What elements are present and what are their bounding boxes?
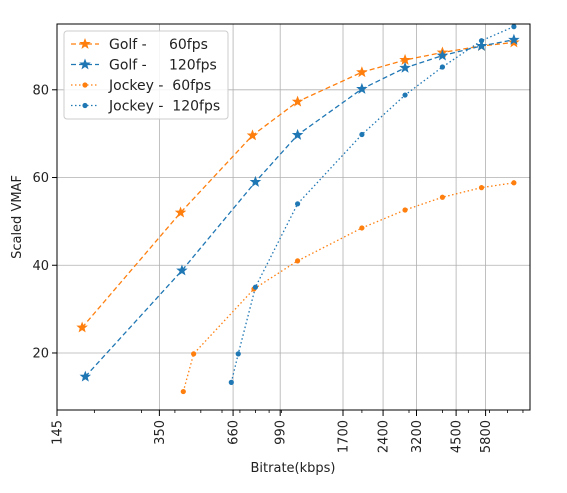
data-point [294,201,301,207]
x-tick-label: 1700 [337,420,352,453]
x-axis-title: Bitrate(kbps) [251,461,336,476]
data-point [291,128,304,140]
data-point [436,49,449,61]
data-point [356,66,368,78]
axes: 145 350 660 990 1700 2400 3200 4500 5800 20 40 60 80 [32,83,524,453]
legend-marker [82,82,88,88]
data-point [511,180,517,186]
series-line [182,182,514,392]
data-point [174,206,187,218]
data-point [294,258,301,264]
data-point [252,284,259,290]
data-point [399,61,411,73]
legend-marker [82,102,88,109]
grid [56,24,530,410]
legend-entry: Jockey - 120fps [71,99,220,115]
data-point [246,129,259,141]
data-point [356,82,368,94]
series-line [81,41,514,328]
x-tick-label: 350 [153,420,168,445]
legend-marker [79,37,91,49]
legend-entry: Golf - 60fps [71,37,208,53]
data-point [402,207,408,213]
y-axis-title: Scaled VMAF [10,175,25,259]
legend-label: Golf - 60fps [109,37,208,53]
x-tick-label: 145 [51,420,66,445]
series-group [76,24,520,395]
legend: Golf - 60fps Golf - 120fps Jockey - 60fps J… [63,30,229,120]
data-point [76,321,88,333]
data-point [249,175,262,187]
x-tick-label: 660 [227,420,242,445]
x-tick-label: 990 [274,420,289,445]
data-point [176,264,188,276]
x-tick-label: 2400 [377,420,392,453]
data-point [359,131,365,138]
data-point [402,92,408,98]
y-tick-label: 60 [32,171,49,186]
legend-label: Jockey - 60fps [108,78,211,94]
series-line [230,26,515,383]
legend-entry: Golf - 120fps [71,58,217,74]
data-point [291,95,304,107]
legend-label: Jockey - 120fps [108,99,220,115]
data-point [508,33,520,45]
legend-label: Golf - 120fps [109,58,217,74]
y-tick-label: 20 [32,346,49,361]
data-point [475,39,488,51]
data-point [478,38,485,44]
data-point [79,370,92,382]
x-tick-label: 3200 [410,420,425,453]
data-point [235,351,241,357]
y-tick-label: 40 [32,259,49,274]
series-2 [79,33,520,382]
data-point [439,64,446,70]
y-tick-label: 80 [32,83,49,98]
x-tick-label: 5800 [479,420,494,453]
legend-box [63,30,229,120]
legend-entry: Jockey - 60fps [71,78,211,94]
plot-frame [56,23,531,411]
data-point [191,351,197,357]
series-4 [228,24,517,385]
data-point [478,185,485,191]
x-tick-label: 4500 [450,420,465,453]
data-point [511,24,517,30]
legend-marker [79,58,91,70]
data-point [359,225,365,231]
data-point [180,388,186,395]
data-point [439,194,446,200]
data-point [228,379,234,385]
